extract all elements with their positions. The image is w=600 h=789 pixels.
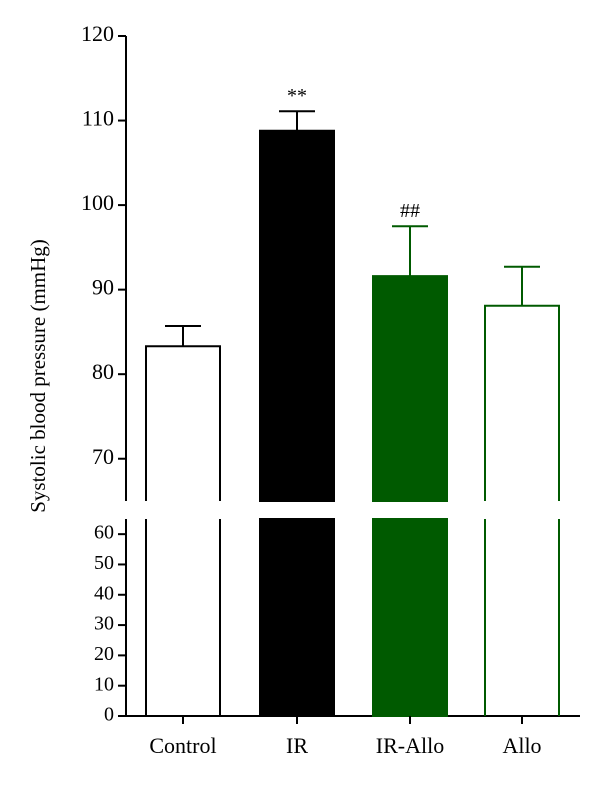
annotation: ** bbox=[287, 85, 307, 107]
x-tick-label: IR bbox=[286, 733, 308, 758]
y-tick-label: 90 bbox=[92, 275, 114, 300]
y-tick-label: 10 bbox=[94, 673, 114, 695]
bar bbox=[484, 304, 560, 716]
x-tick-label: Control bbox=[149, 733, 216, 758]
y-axis-label: Systolic blood pressure (mmHg) bbox=[26, 239, 50, 513]
y-tick-label: 110 bbox=[82, 106, 114, 131]
x-tick-label: Allo bbox=[502, 733, 541, 758]
error-bar bbox=[392, 225, 428, 277]
bar bbox=[259, 129, 335, 717]
y-tick-label: 100 bbox=[81, 190, 114, 215]
error-bar bbox=[279, 110, 315, 131]
y-tick-label: 70 bbox=[92, 444, 114, 469]
y-tick-label: 60 bbox=[94, 522, 114, 544]
x-tick-label: IR-Allo bbox=[376, 733, 444, 758]
y-tick-label: 120 bbox=[81, 21, 114, 46]
y-tick-label: 80 bbox=[92, 359, 114, 384]
annotation: ## bbox=[400, 200, 420, 222]
y-tick-label: 30 bbox=[94, 613, 114, 635]
bar bbox=[372, 275, 448, 717]
y-tick-label: 20 bbox=[94, 643, 114, 665]
bar bbox=[145, 345, 221, 716]
error-bar bbox=[165, 324, 201, 347]
y-tick-label: 0 bbox=[104, 704, 114, 726]
y-tick-label: 50 bbox=[94, 552, 114, 574]
y-tick-label: 40 bbox=[94, 582, 114, 604]
error-bar bbox=[504, 265, 540, 306]
